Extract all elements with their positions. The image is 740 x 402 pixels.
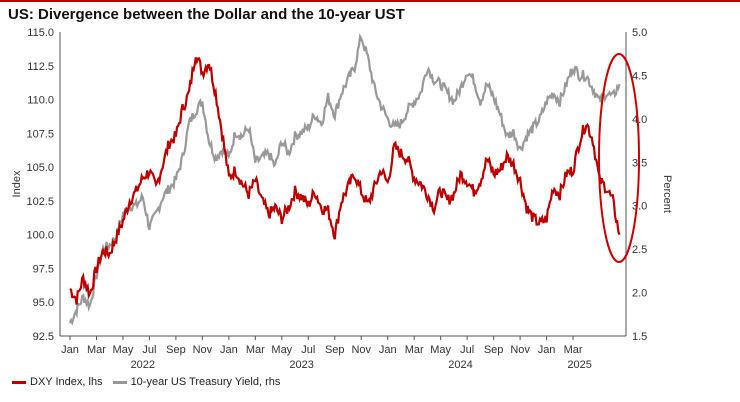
right-tick-label: 4.0 <box>632 114 647 126</box>
left-tick-label: 95.0 <box>33 297 54 309</box>
left-tick-label: 110.0 <box>27 95 54 107</box>
x-tick-label: Jan <box>379 344 397 356</box>
x-tick-label: Jul <box>460 344 474 356</box>
year-label: 2024 <box>448 359 472 371</box>
x-tick-label: Nov <box>193 344 213 356</box>
left-tick-label: 92.5 <box>33 331 54 343</box>
right-tick-label: 2.5 <box>632 244 647 256</box>
x-tick-label: Mar <box>405 344 424 356</box>
x-tick-label: Sep <box>166 344 186 356</box>
legend-item-dxy: DXY Index, lhs <box>12 376 103 388</box>
right-tick-label: 5.0 <box>632 27 647 39</box>
x-tick-label: Jan <box>538 344 556 356</box>
x-tick-label: Nov <box>510 344 530 356</box>
title-rule <box>0 0 740 2</box>
left-tick-label: 107.5 <box>26 128 54 140</box>
legend-swatch-ust <box>112 380 127 384</box>
left-tick-label: 102.5 <box>26 196 54 208</box>
left-axis-ticks: 115.0 112.5 110.0 107.5 105.0 102.5 100.0 97.5 9… <box>26 27 54 343</box>
right-tick-label: 1.5 <box>632 331 647 343</box>
x-tick-label: Jul <box>301 344 315 356</box>
right-axis-title: Percent <box>661 175 673 213</box>
chart-title: US: Divergence between the Dollar and th… <box>8 6 405 23</box>
year-labels: 2022 2023 2024 2025 <box>131 359 592 371</box>
right-tick-label: 4.5 <box>632 70 647 82</box>
left-tick-label: 112.5 <box>27 61 54 73</box>
legend: DXY Index, lhs 10-year US Treasury Yield… <box>12 376 290 388</box>
left-tick-label: 115.0 <box>27 27 54 39</box>
left-tick-label: 97.5 <box>33 263 54 275</box>
right-tick-label: 2.0 <box>632 288 647 300</box>
year-label: 2025 <box>567 359 591 371</box>
x-tick-label: Jul <box>142 344 156 356</box>
highlight-ellipse <box>598 53 640 263</box>
x-tick-label: Nov <box>351 344 371 356</box>
x-tick-label: Mar <box>246 344 265 356</box>
legend-item-ust: 10-year US Treasury Yield, rhs <box>112 376 281 388</box>
x-tick-label: Mar <box>87 344 106 356</box>
x-axis-ticks: Jan Mar May Jul Sep Nov Jan Mar May Jul Sep Nov Jan M… <box>61 336 583 356</box>
year-label: 2022 <box>131 359 155 371</box>
x-tick-label: May <box>430 344 451 356</box>
axis-lines <box>59 32 627 337</box>
year-label: 2023 <box>289 359 313 371</box>
legend-label-dxy: DXY Index, lhs <box>30 376 103 388</box>
x-tick-label: May <box>271 344 292 356</box>
x-tick-label: Sep <box>484 344 504 356</box>
dxy-index-line <box>69 57 621 305</box>
x-tick-label: Mar <box>564 344 583 356</box>
x-tick-label: Sep <box>325 344 345 356</box>
legend-label-ust: 10-year US Treasury Yield, rhs <box>130 376 281 388</box>
x-tick-label: Jan <box>220 344 238 356</box>
left-tick-label: 100.0 <box>26 230 54 242</box>
left-tick-label: 105.0 <box>26 162 54 174</box>
legend-swatch-dxy <box>12 380 26 384</box>
x-tick-label: May <box>113 344 134 356</box>
ust-yield-line <box>68 32 621 326</box>
left-axis-title: Index <box>11 170 23 197</box>
right-tick-label: 3.0 <box>632 201 647 213</box>
x-tick-label: Jan <box>61 344 79 356</box>
right-axis-ticks: 5.04.54.03.53.02.52.01.5 <box>632 27 647 343</box>
